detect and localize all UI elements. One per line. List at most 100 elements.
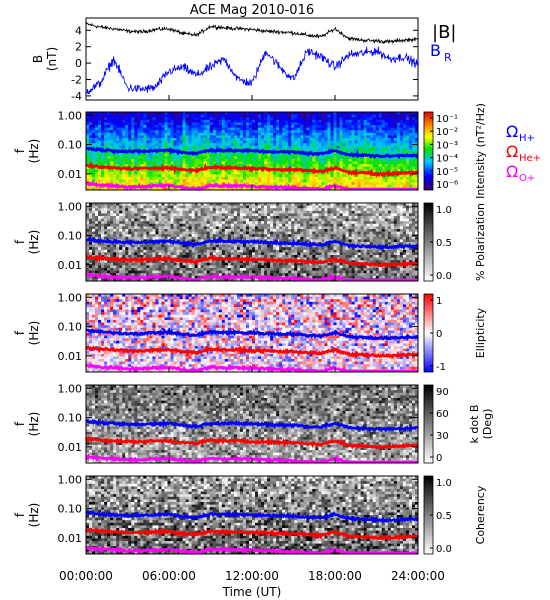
spectrogram-cell xyxy=(200,231,205,235)
spectrogram-cell xyxy=(191,252,196,256)
spectrogram-cell xyxy=(411,148,416,152)
spectrogram-cell xyxy=(98,169,102,173)
spectrogram-cell xyxy=(164,234,168,238)
spectrogram-cell xyxy=(245,125,250,128)
spectrogram-cell xyxy=(164,153,168,157)
spectrogram-cell xyxy=(255,158,259,162)
spectrogram-cell xyxy=(399,127,404,131)
spectrogram-cell xyxy=(98,203,102,206)
spectrogram-cell xyxy=(276,112,280,115)
spectrogram-cell xyxy=(161,236,165,240)
spectrogram-cell xyxy=(203,208,208,212)
spectrogram-cell xyxy=(131,265,135,269)
spectrogram-cell xyxy=(188,148,193,152)
spectrogram-cell xyxy=(297,158,301,162)
spectrogram-cell xyxy=(218,247,223,251)
spectrogram-cell xyxy=(170,234,174,238)
spectrogram-cell xyxy=(173,145,177,149)
spectrogram-cell xyxy=(321,138,325,141)
spectrogram-cell xyxy=(191,182,196,186)
spectrogram-cell xyxy=(122,268,126,271)
spectrogram-cell xyxy=(110,135,114,139)
series-b-magnitude xyxy=(85,21,419,45)
spectrogram-cell xyxy=(230,260,235,264)
spectrogram-cell xyxy=(285,140,289,144)
spectrogram-cell xyxy=(200,203,205,206)
spectrogram-cell xyxy=(194,145,199,149)
spectrogram-cell xyxy=(185,265,190,269)
spectrogram-cell xyxy=(239,226,244,230)
spectrogram-cell xyxy=(378,132,383,136)
spectrogram-cell xyxy=(149,247,153,251)
spectrogram-cell xyxy=(312,182,316,186)
spectrogram-cell xyxy=(110,236,114,240)
spectrogram-cell xyxy=(279,164,283,167)
spectrogram-cell xyxy=(113,229,117,232)
spectrogram-cell xyxy=(212,177,217,180)
spectrogram-cell xyxy=(252,182,256,186)
spectrogram-cell xyxy=(143,218,147,222)
spectrogram-cell xyxy=(134,125,138,128)
spectrogram-cell xyxy=(179,161,183,165)
spectrogram-cell xyxy=(351,132,356,136)
spectrogram-cell xyxy=(122,145,126,149)
spectrogram-cell xyxy=(92,153,96,157)
spectrogram-cell xyxy=(119,161,123,165)
spectrogram-cell xyxy=(185,203,190,206)
spectrogram-cell xyxy=(182,112,186,115)
spectrogram-cell xyxy=(378,119,383,123)
spectrogram-cell xyxy=(239,171,244,175)
spectrogram-cell xyxy=(98,265,102,269)
spectrogram-cell xyxy=(158,205,162,209)
spectrogram-cell xyxy=(209,114,214,118)
spectrogram-cell xyxy=(131,229,135,232)
spectrogram-cell xyxy=(324,125,328,128)
spectrogram-cell xyxy=(312,174,316,178)
spectrogram-cell xyxy=(92,166,96,170)
spectrogram-cell xyxy=(98,171,102,175)
spectrogram-cell xyxy=(131,249,135,253)
spectrogram-cell xyxy=(224,127,229,131)
spectrogram-cell xyxy=(197,114,202,118)
spectrogram-cell xyxy=(369,148,374,152)
spectrogram-cell xyxy=(348,143,352,147)
spectrogram-cell xyxy=(408,138,413,141)
spectrogram-cell xyxy=(161,213,165,217)
spectrogram-cell xyxy=(170,132,174,136)
spectrogram-cell xyxy=(221,138,226,141)
spectrogram-cell xyxy=(116,174,120,178)
spectrogram-cell xyxy=(122,187,126,191)
spectrogram-cell xyxy=(378,182,383,186)
spectrogram-cell xyxy=(164,205,168,209)
spectrogram-cell xyxy=(267,132,271,136)
spectrogram-cell xyxy=(390,166,395,170)
spectrogram-cell xyxy=(191,148,196,152)
spectrogram-cell xyxy=(276,135,280,139)
spectrogram-cell xyxy=(164,247,168,251)
spectrogram-cell xyxy=(390,164,395,167)
spectrogram-cell xyxy=(396,140,401,144)
spectrogram-cell xyxy=(143,252,147,256)
spectrogram-cell xyxy=(197,234,202,238)
spectrogram-cell xyxy=(282,138,286,141)
spectrogram-cell xyxy=(167,205,171,209)
spectrogram-cell xyxy=(173,270,177,274)
spectrogram-cell xyxy=(104,218,108,222)
spectrogram-cell xyxy=(170,216,174,219)
spectrogram-cell xyxy=(363,143,368,147)
spectrogram-cell xyxy=(336,145,340,149)
spectrogram-cell xyxy=(242,205,247,209)
spectrogram-cell xyxy=(224,151,229,154)
spectrogram-cell xyxy=(411,119,416,123)
spectrogram-cell xyxy=(357,130,362,134)
spectrogram-cell xyxy=(354,161,359,165)
spectrogram-cell xyxy=(155,226,159,230)
spectrogram-cell xyxy=(203,223,208,227)
spectrogram-cell xyxy=(285,122,289,126)
spectrogram-cell xyxy=(236,138,241,141)
spectrogram-cell xyxy=(399,148,404,152)
spectrogram-cell xyxy=(86,153,90,157)
spectrogram-cell xyxy=(161,247,165,251)
spectrogram-cell xyxy=(212,143,217,147)
spectrogram-cell xyxy=(134,174,138,178)
